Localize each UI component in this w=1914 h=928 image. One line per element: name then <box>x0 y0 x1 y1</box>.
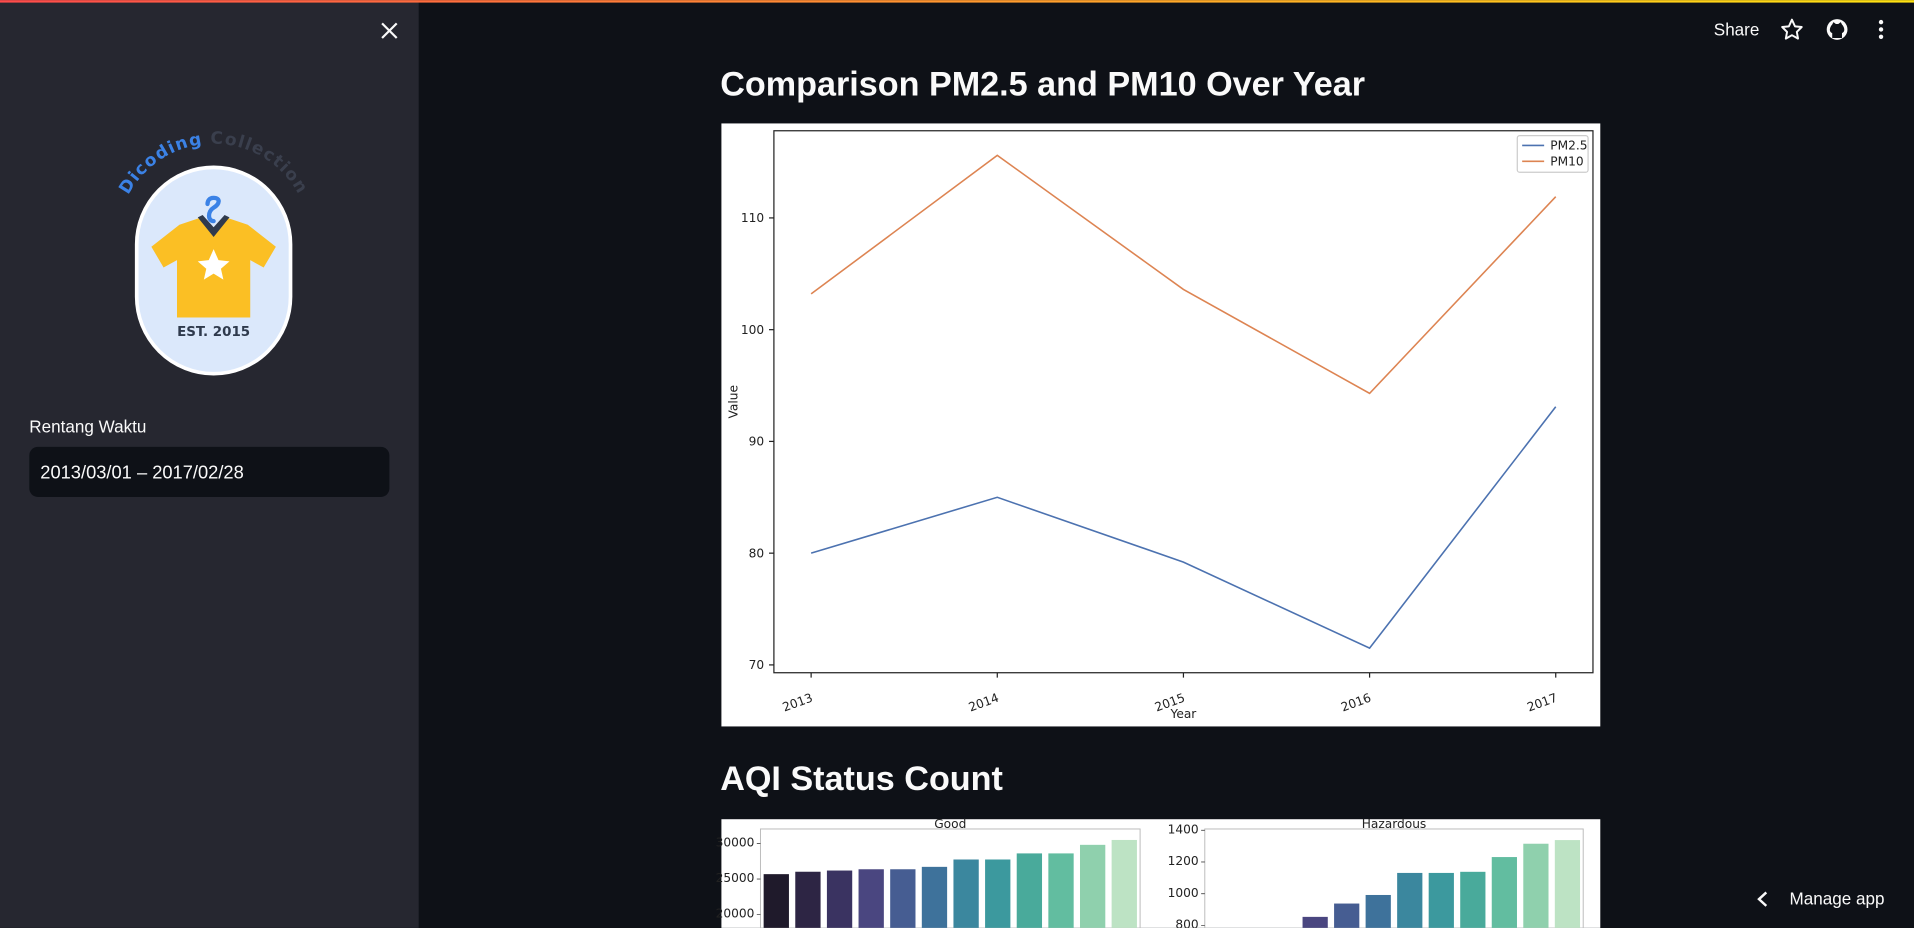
share-button[interactable]: Share <box>1714 21 1760 40</box>
date-label: Rentang Waktu <box>29 417 146 436</box>
bar <box>1016 853 1043 928</box>
bar <box>858 869 884 928</box>
bar <box>985 859 1011 928</box>
bar <box>890 869 916 928</box>
star-button[interactable] <box>1781 18 1803 40</box>
y-tick-label: 80 <box>749 546 765 560</box>
y-tick-label: 800 <box>1175 917 1198 928</box>
bar <box>795 871 821 928</box>
x-axis-label: Year <box>1170 707 1198 721</box>
manage-app-label[interactable]: Manage app <box>1789 890 1884 909</box>
plot-frame <box>1204 828 1584 928</box>
y-axis-label: Value <box>726 385 740 418</box>
bar <box>1523 843 1549 928</box>
bar <box>1554 840 1581 928</box>
date-value[interactable]: 2013/03/01 – 2017/02/28 <box>40 462 244 483</box>
bar <box>763 874 789 928</box>
y-tick-label: 1400 <box>1168 822 1199 836</box>
bar <box>1079 844 1106 928</box>
github-button[interactable] <box>1826 19 1848 40</box>
legend-label: PM10 <box>1550 155 1583 169</box>
y-tick-label: 100 <box>741 323 764 337</box>
bar <box>1334 903 1360 928</box>
bar <box>826 870 853 928</box>
y-tick-label: 20000 <box>716 906 755 920</box>
bar <box>1302 916 1328 928</box>
date-input[interactable] <box>29 446 390 497</box>
logo-est: EST. 2015 <box>177 325 250 340</box>
manage-app-button[interactable]: Manage app <box>1757 890 1884 909</box>
bar-chart-area: Good 20000 25000 30000 Hazardous 800 1000 1200 1… <box>716 817 1601 928</box>
y-tick-label: 1200 <box>1168 854 1199 868</box>
chart-title: Good <box>934 817 966 831</box>
bar <box>1048 853 1074 928</box>
y-tick-label: 25000 <box>716 871 755 885</box>
bar <box>921 866 948 928</box>
bar <box>1397 872 1423 928</box>
y-tick-label: 1000 <box>1168 886 1199 900</box>
line-series <box>810 406 1557 650</box>
menu-button[interactable] <box>1878 19 1884 39</box>
bar <box>1491 857 1517 928</box>
top-decoration <box>0 0 1914 3</box>
bar <box>1460 871 1486 928</box>
chart-panel <box>721 123 1601 727</box>
y-tick-label: 30000 <box>716 836 755 850</box>
bar <box>1111 839 1137 928</box>
y-tick-label: 110 <box>741 211 764 225</box>
close-sidebar-button[interactable] <box>381 22 398 39</box>
y-tick-label: 70 <box>749 658 765 672</box>
line-series <box>810 154 1557 395</box>
bar <box>953 859 979 928</box>
section-heading: AQI Status Count <box>720 760 1003 798</box>
bar <box>1428 872 1454 928</box>
plot-frame <box>759 828 1141 928</box>
bar <box>1365 894 1391 928</box>
legend-label: PM2.5 <box>1550 139 1587 153</box>
y-tick-label: 90 <box>749 435 765 449</box>
section-heading: Comparison PM2.5 and PM10 Over Year <box>720 65 1365 103</box>
chart-title: Hazardous <box>1362 817 1427 831</box>
